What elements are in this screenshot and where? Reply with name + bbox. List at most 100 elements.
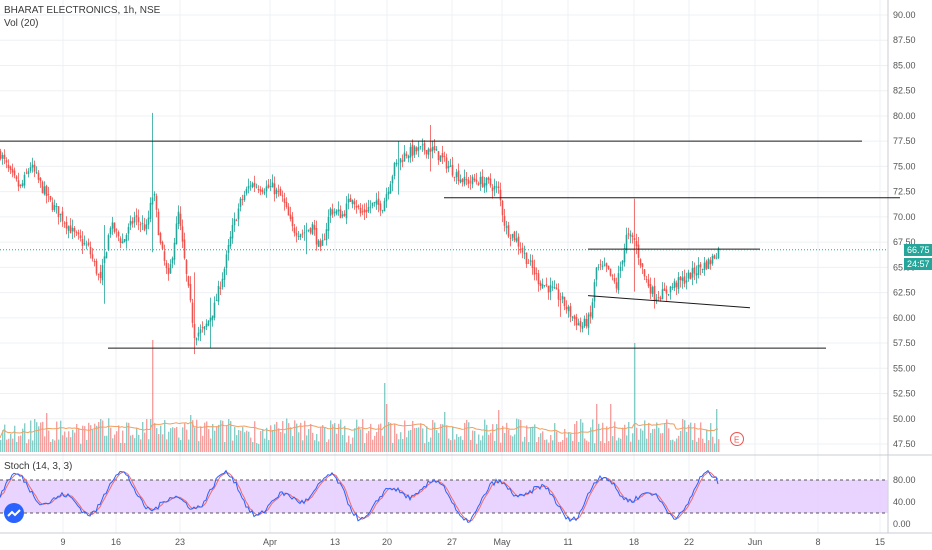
candle-body bbox=[173, 242, 176, 260]
candle-body bbox=[445, 157, 448, 169]
volume-bar bbox=[678, 435, 680, 452]
volume-bar bbox=[468, 422, 470, 452]
volume-bar bbox=[362, 419, 364, 452]
candle-body bbox=[13, 170, 16, 176]
volume-bar bbox=[714, 443, 716, 452]
volume-bar bbox=[66, 437, 68, 452]
volume-bar bbox=[38, 426, 40, 452]
volume-bar bbox=[292, 436, 294, 452]
candle-body bbox=[583, 318, 586, 327]
volume-moving-average bbox=[0, 422, 718, 439]
volume-bar bbox=[712, 436, 714, 452]
volume-bar bbox=[2, 430, 4, 452]
candle-body bbox=[293, 227, 296, 234]
volume-bar bbox=[302, 440, 304, 452]
candle-body bbox=[9, 166, 12, 170]
volume-bar bbox=[618, 437, 620, 452]
volume-bar bbox=[50, 441, 52, 452]
last-price-label: 66.75 bbox=[907, 245, 930, 255]
candle-body bbox=[351, 199, 354, 205]
candle-body bbox=[447, 165, 450, 169]
volume-bar bbox=[666, 419, 668, 452]
candle-body bbox=[513, 231, 516, 241]
volume-bar bbox=[376, 432, 378, 452]
volume-bar bbox=[100, 418, 102, 452]
volume-bar bbox=[348, 435, 350, 452]
candle-body bbox=[193, 323, 196, 338]
candle-body bbox=[59, 213, 62, 215]
candle-body bbox=[321, 240, 324, 246]
volume-bar bbox=[196, 419, 198, 452]
volume-bar bbox=[344, 425, 346, 452]
candle-body bbox=[465, 179, 468, 181]
candle-body bbox=[507, 225, 510, 237]
earnings-marker[interactable] bbox=[730, 432, 744, 446]
candle-body bbox=[229, 236, 232, 247]
candle-body bbox=[367, 207, 370, 212]
volume-bar bbox=[94, 423, 96, 452]
candle-body bbox=[165, 262, 168, 269]
volume-bar bbox=[544, 439, 546, 452]
volume-bar bbox=[60, 420, 62, 452]
volume-bar bbox=[78, 428, 80, 452]
volume-bar bbox=[428, 441, 430, 452]
candle-body bbox=[681, 277, 684, 282]
candle-body bbox=[117, 232, 120, 237]
volume-bar bbox=[120, 442, 122, 452]
volume-bar bbox=[296, 423, 298, 452]
candle-body bbox=[175, 223, 178, 245]
candle-body bbox=[45, 185, 48, 196]
time-tick-label: 18 bbox=[629, 537, 639, 547]
volume-bar bbox=[164, 420, 166, 452]
candle-body bbox=[377, 198, 380, 205]
volume-bar bbox=[324, 427, 326, 452]
candle-body bbox=[405, 154, 408, 156]
volume-bar bbox=[538, 436, 540, 452]
candle-body bbox=[265, 186, 268, 192]
candle-body bbox=[697, 264, 700, 275]
candle-body bbox=[103, 256, 106, 264]
candle-body bbox=[383, 200, 386, 212]
volume-bar bbox=[12, 438, 14, 452]
candle-body bbox=[39, 177, 42, 182]
volume-bar bbox=[386, 404, 388, 452]
volume-bar bbox=[304, 420, 306, 452]
candle-body bbox=[609, 268, 612, 276]
volume-bar bbox=[660, 433, 662, 452]
candle-body bbox=[283, 198, 286, 203]
volume-bar bbox=[310, 423, 312, 452]
candle-body bbox=[579, 321, 582, 327]
volume-bar bbox=[500, 442, 502, 452]
candle-body bbox=[345, 203, 348, 219]
stoch-tick-label: 0.00 bbox=[893, 519, 911, 529]
volume-bar bbox=[446, 425, 448, 452]
volume-bar bbox=[554, 423, 556, 452]
volume-bar bbox=[680, 430, 682, 452]
volume-bar bbox=[414, 428, 416, 452]
volume-bar bbox=[282, 420, 284, 452]
candle-body bbox=[127, 226, 130, 234]
candle-body bbox=[347, 199, 350, 203]
candle-body bbox=[133, 217, 136, 223]
volume-bar bbox=[364, 443, 366, 452]
volume-bar bbox=[308, 429, 310, 452]
candle-body bbox=[73, 228, 76, 232]
candle-body bbox=[411, 144, 414, 156]
volume-bar bbox=[86, 439, 88, 452]
tradingview-logo-icon bbox=[4, 503, 24, 523]
volume-bar bbox=[104, 435, 106, 452]
candle-body bbox=[647, 279, 650, 287]
volume-bar bbox=[632, 433, 634, 452]
stochastic-panel bbox=[0, 469, 888, 524]
candle-body bbox=[413, 146, 416, 155]
candle-body bbox=[75, 232, 78, 234]
candle-body bbox=[215, 300, 218, 301]
candle-body bbox=[295, 232, 298, 236]
candle-body bbox=[547, 286, 550, 293]
candle-body bbox=[35, 172, 38, 173]
candle-body bbox=[643, 269, 646, 277]
volume-bar bbox=[564, 428, 566, 452]
volume-bar bbox=[520, 419, 522, 452]
candle-body bbox=[653, 285, 656, 301]
